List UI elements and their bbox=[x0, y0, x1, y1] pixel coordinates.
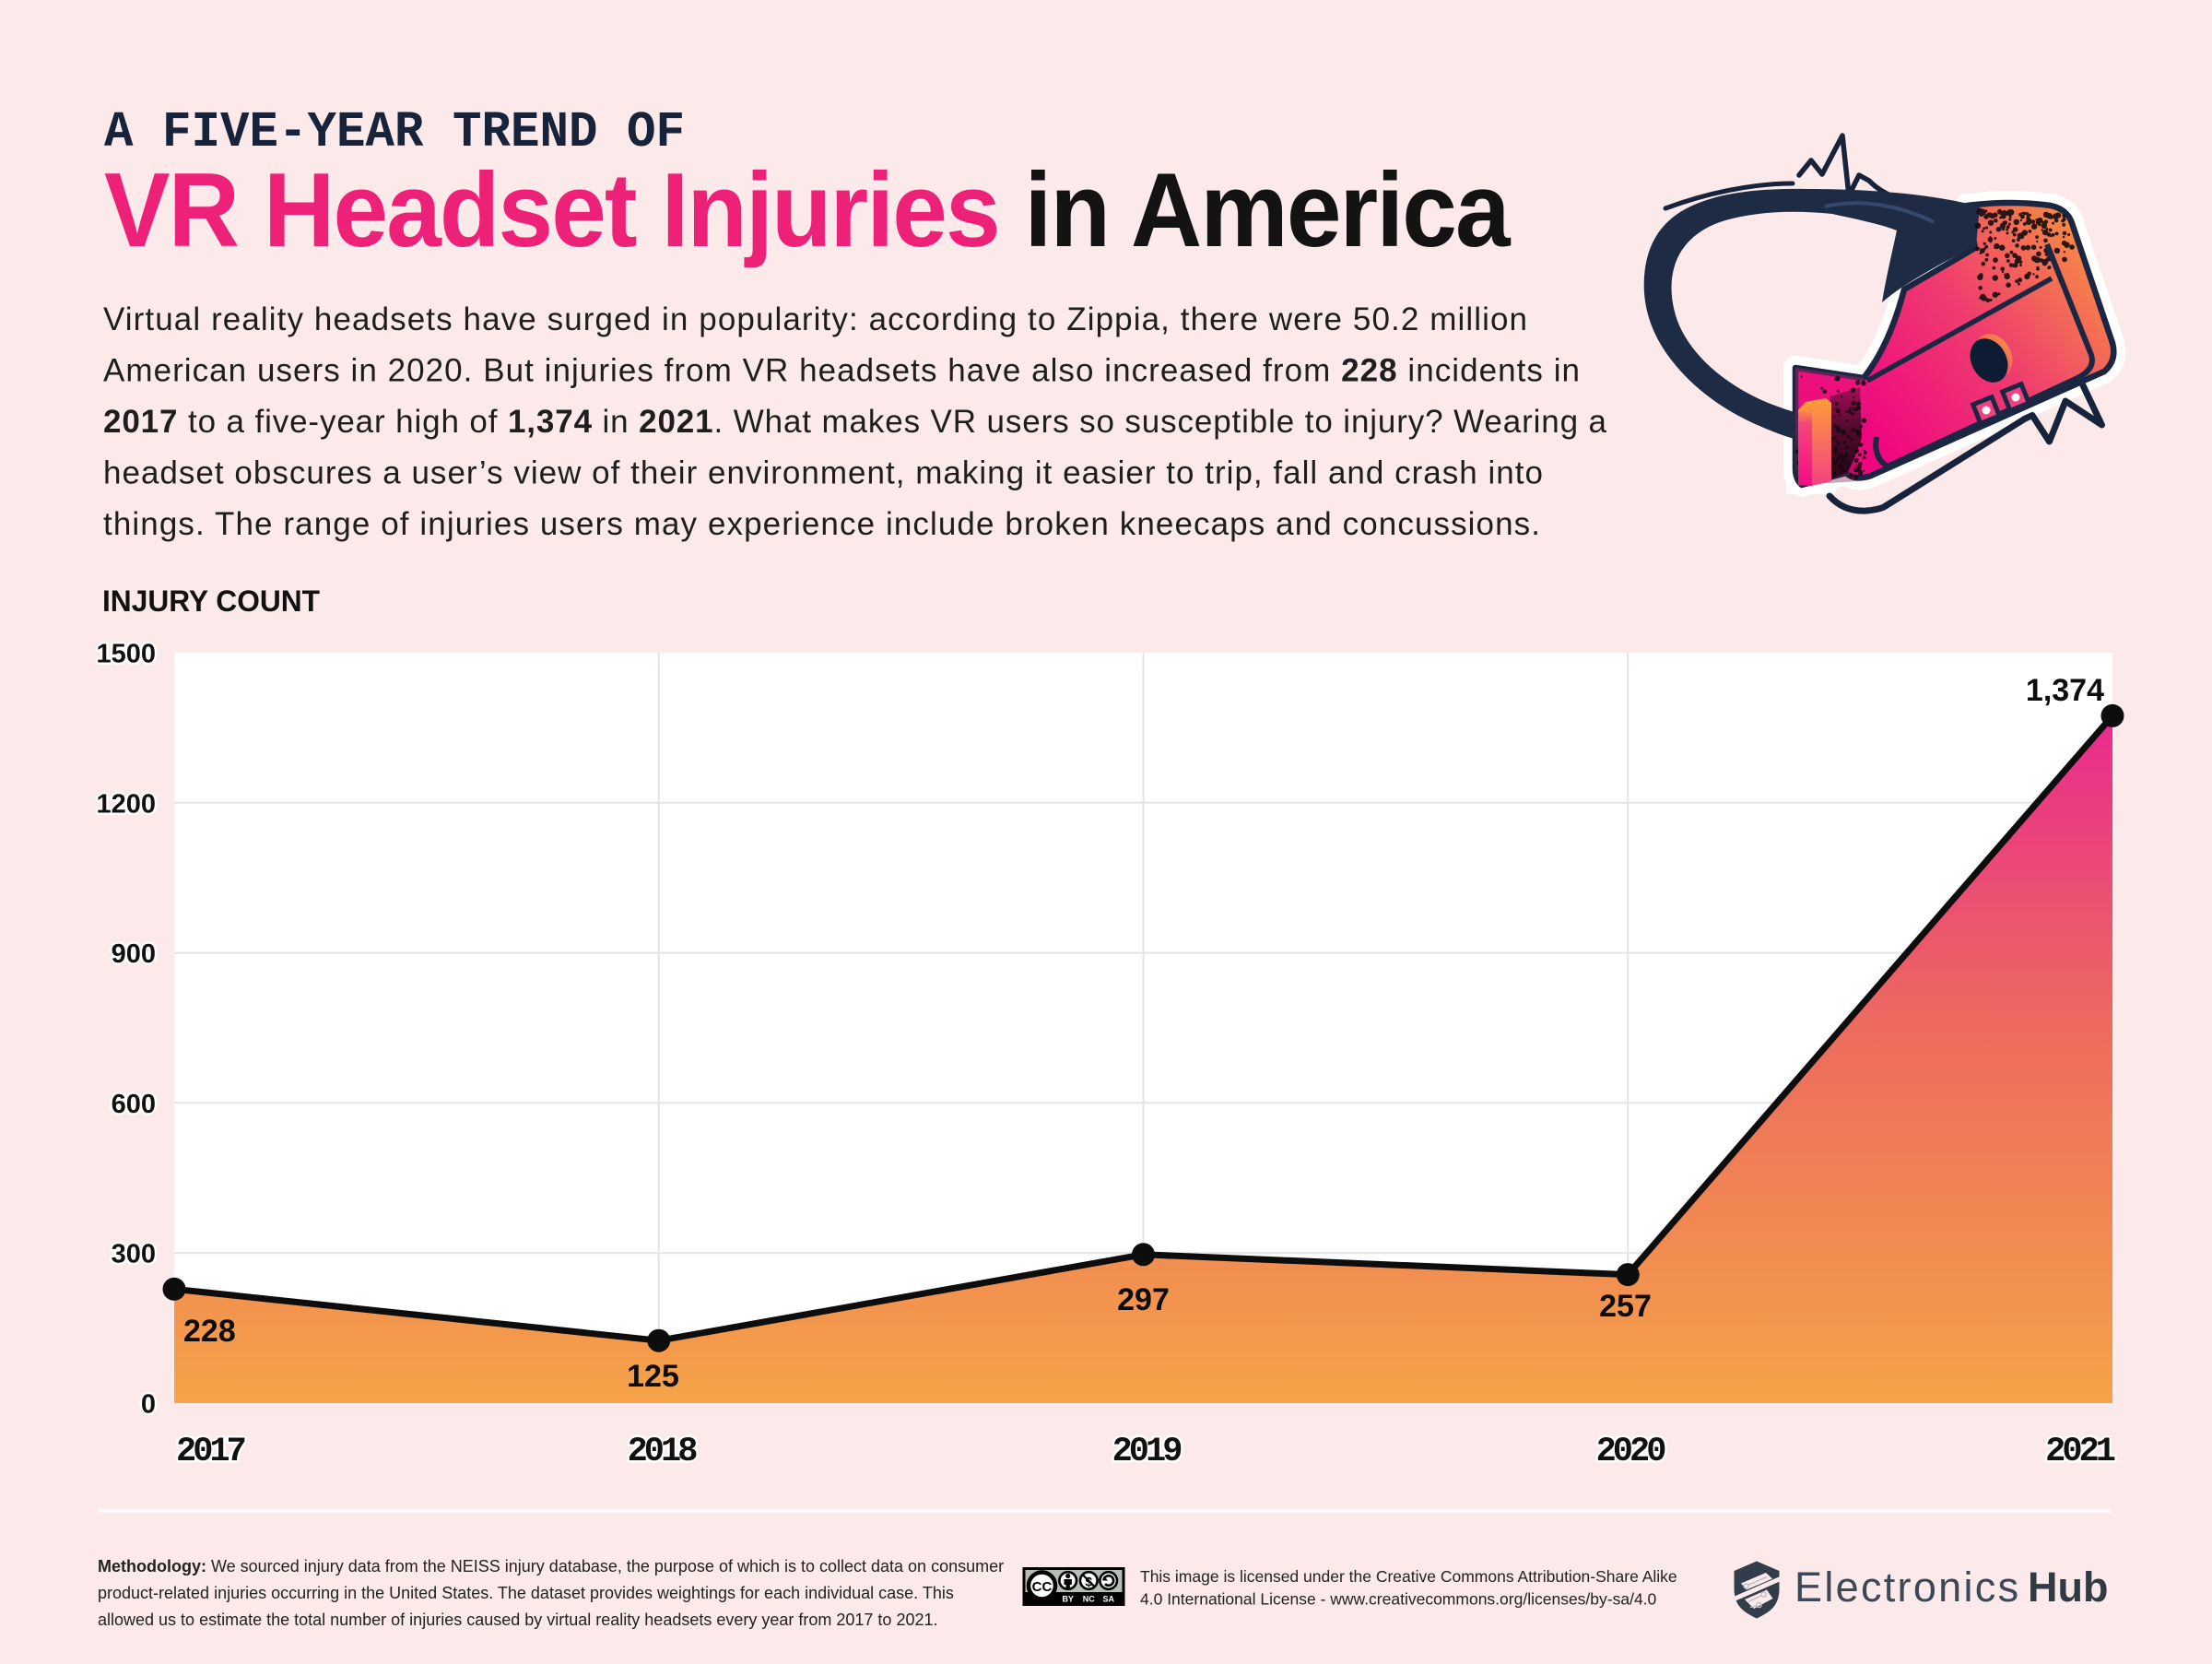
svg-text:0: 0 bbox=[141, 1390, 156, 1420]
svg-text:2018: 2018 bbox=[628, 1433, 698, 1471]
svg-text:297: 297 bbox=[1117, 1282, 1170, 1317]
svg-text:NC: NC bbox=[1083, 1595, 1095, 1604]
svg-text:CC: CC bbox=[1032, 1579, 1053, 1595]
svg-text:2017 to a five-year high of 1,: 2017 to a five-year high of 1,374 in 202… bbox=[103, 404, 1607, 440]
svg-text:2020: 2020 bbox=[1596, 1433, 1666, 1471]
svg-text:300: 300 bbox=[112, 1240, 156, 1269]
svg-text:2021: 2021 bbox=[2045, 1433, 2115, 1471]
svg-text:VR Headset Injuries in America: VR Headset Injuries in America bbox=[104, 152, 1512, 269]
svg-text:Methodology: We sourced injury: Methodology: We sourced injury data from… bbox=[98, 1557, 1004, 1575]
svg-text:Electronics: Electronics bbox=[1794, 1564, 2020, 1611]
svg-text:INJURY COUNT: INJURY COUNT bbox=[102, 584, 320, 618]
svg-text:228: 228 bbox=[183, 1314, 236, 1349]
svg-text:257: 257 bbox=[1599, 1289, 1652, 1324]
svg-text:4.0 International License - ww: 4.0 International License - www.creative… bbox=[1140, 1590, 1657, 1609]
svg-text:product-related injuries occur: product-related injuries occurring in th… bbox=[98, 1584, 954, 1602]
svg-text:things. The range of injuries: things. The range of injuries users may … bbox=[103, 506, 1540, 542]
svg-text:1500: 1500 bbox=[96, 640, 156, 669]
svg-text:Hub: Hub bbox=[2028, 1564, 2108, 1611]
svg-text:900: 900 bbox=[112, 939, 156, 969]
svg-text:600: 600 bbox=[112, 1090, 156, 1119]
svg-text:BY: BY bbox=[1062, 1595, 1074, 1604]
svg-text:A FIVE-YEAR TREND OF: A FIVE-YEAR TREND OF bbox=[104, 103, 685, 161]
svg-text:Virtual reality headsets have: Virtual reality headsets have surged in … bbox=[103, 301, 1527, 337]
svg-text:This image is licensed under t: This image is licensed under the Creativ… bbox=[1140, 1567, 1677, 1586]
svg-text:headset obscures a user’s view: headset obscures a user’s view of their … bbox=[103, 455, 1543, 491]
svg-text:2017: 2017 bbox=[176, 1433, 245, 1471]
svg-text:2019: 2019 bbox=[1112, 1433, 1182, 1471]
svg-text:American users in 2020. But in: American users in 2020. But injuries fro… bbox=[103, 353, 1580, 389]
svg-text:125: 125 bbox=[627, 1359, 679, 1394]
svg-text:allowed us to estimate the tot: allowed us to estimate the total number … bbox=[98, 1611, 938, 1629]
svg-text:1,374: 1,374 bbox=[2026, 673, 2104, 708]
svg-text:1200: 1200 bbox=[96, 789, 156, 819]
svg-text:SA: SA bbox=[1102, 1595, 1114, 1604]
